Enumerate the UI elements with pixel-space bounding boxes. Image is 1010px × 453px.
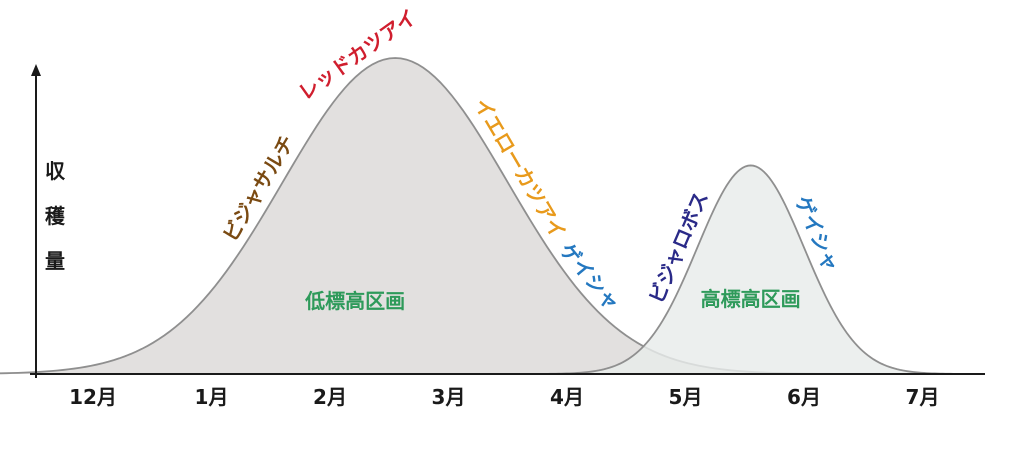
area-fill-high-elevation — [537, 165, 964, 374]
region-label: 低標高区画 — [304, 289, 405, 313]
x-tick-label: 6月 — [787, 385, 821, 409]
y-axis-label-char: 収 — [45, 159, 66, 183]
x-tick-label: 2月 — [313, 385, 347, 409]
axes — [30, 64, 985, 378]
x-tick-label: 7月 — [906, 385, 940, 409]
region-label: 高標高区画 — [701, 287, 801, 311]
x-tick-label: 3月 — [432, 385, 466, 409]
area-fill-low-elevation — [0, 58, 846, 374]
x-tick-labels: 12月 1月 2月 3月 4月 5月 6月 7月 — [69, 385, 939, 409]
y-axis-arrow-icon — [31, 64, 41, 76]
region-labels: 低標高区画 高標高区画 — [304, 287, 801, 313]
x-tick-label: 4月 — [550, 385, 584, 409]
x-tick-label: 12月 — [69, 385, 117, 409]
area-series-group — [0, 57, 964, 375]
x-tick-label: 1月 — [195, 385, 229, 409]
area-outline-high-elevation — [537, 164, 964, 375]
y-axis-label-char: 量 — [45, 249, 65, 273]
y-axis-label: 収穫量 — [45, 159, 66, 273]
x-tick-label: 5月 — [669, 385, 703, 409]
y-axis-label-char: 穫 — [45, 204, 66, 228]
